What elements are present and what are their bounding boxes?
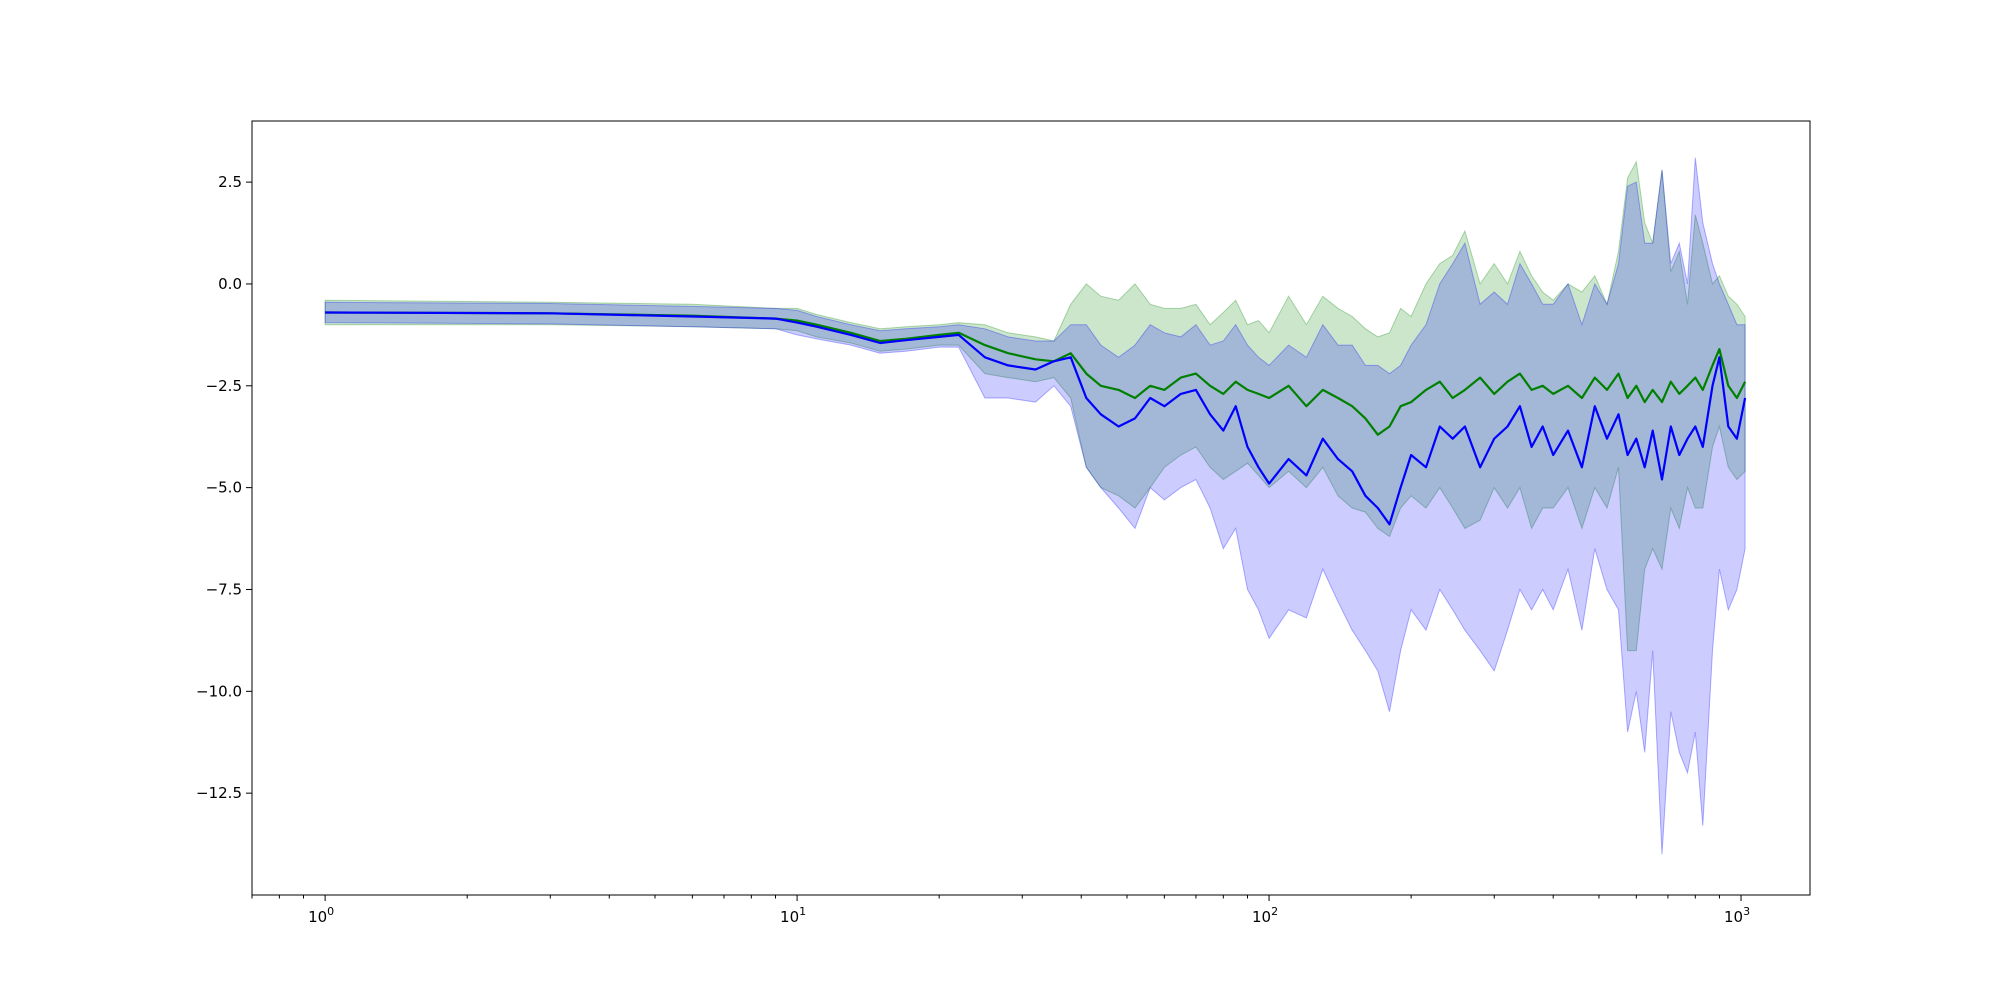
y-tick-label: −5.0 [206,479,242,497]
x-tick-label: 101 [780,905,806,926]
axes-frame [251,120,1811,896]
confidence-band-0 [324,160,1746,652]
confidence-band-1 [324,157,1746,855]
x-tick-exponent: 3 [1743,905,1750,918]
x-tick-exponent: 2 [1271,905,1278,918]
x-tick-exponent: 1 [799,905,806,918]
series-line-1 [325,311,1747,526]
x-tick-base: 10 [780,908,799,926]
y-tick-label: −10.0 [196,682,242,700]
y-tick-label: 0.0 [218,275,242,293]
y-tick-label: −2.5 [206,377,242,395]
x-tick-label: 102 [1252,905,1278,926]
x-tick-base: 10 [308,908,327,926]
y-tick-label: −12.5 [196,784,242,802]
x-tick-base: 10 [1252,908,1271,926]
y-tick-label: −7.5 [206,580,242,598]
x-tick-base: 10 [1724,908,1743,926]
x-tick-exponent: 0 [327,905,334,918]
x-tick-label: 103 [1724,905,1750,926]
y-tick-label: 2.5 [218,173,242,191]
plot-area [324,157,1747,855]
series-line-0 [325,311,1747,436]
x-tick-label: 100 [308,905,334,926]
